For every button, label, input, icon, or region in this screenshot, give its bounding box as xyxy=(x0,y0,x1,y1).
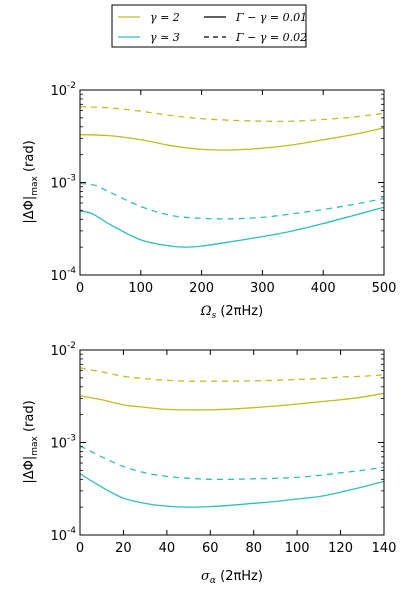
plot-sigma-ytick-label: 10-2 xyxy=(50,341,76,359)
legend-frame xyxy=(111,4,307,48)
plot-omega-ylabel: |ΔΦ|max (rad) xyxy=(22,140,40,223)
legend: γ = 2 γ ≃ 3 Γ − γ = 0.01 Γ − γ = 0.02 xyxy=(111,4,307,48)
plot-sigma-series-g2-s xyxy=(79,392,385,411)
plot-sigma-xtick-label: 140 xyxy=(372,541,397,556)
plot-sigma-ytick-label: 10-3 xyxy=(50,434,76,452)
plot-omega-xtick-label: 0 xyxy=(76,281,84,296)
plot-sigma: 0 20 40 60 80 100 120 140 10-4 10-3 10-2 σα (2πHz)… xyxy=(22,341,396,586)
plot-sigma-ylabel: |ΔΦ|max (rad) xyxy=(22,400,40,483)
plot-omega: 0 100 200 300 400 500 10-4 10-3 10-2 Ωs (2πHz) |… xyxy=(22,81,396,321)
legend-label-gamma2: γ = 2 xyxy=(150,11,180,24)
plot-omega-series-g2-s xyxy=(79,127,385,151)
plot-omega-ytick-label: 10-3 xyxy=(50,174,76,192)
plot-omega-series-g3-s xyxy=(79,206,385,248)
plot-omega-series-g2-d xyxy=(79,106,385,123)
plot-sigma-xtick-label: 100 xyxy=(285,541,310,556)
plot-sigma-xtick-label: 40 xyxy=(159,541,176,556)
plot-omega-ticks: 0 100 200 300 400 500 10-4 10-3 10-2 xyxy=(50,81,396,296)
plot-omega-xtick-label: 200 xyxy=(189,281,214,296)
legend-label-solid: Γ − γ = 0.01 xyxy=(235,11,307,24)
plot-omega-xtick-label: 100 xyxy=(128,281,153,296)
plot-sigma-series-g3-s xyxy=(79,473,385,508)
plot-omega-ytick-label: 10-2 xyxy=(50,81,76,99)
plot-sigma-ytick-label: 10-4 xyxy=(50,526,76,544)
plot-sigma-xtick-label: 20 xyxy=(115,541,132,556)
plot-omega-xtick-label: 300 xyxy=(250,281,275,296)
plot-sigma-xtick-label: 0 xyxy=(76,541,84,556)
plot-omega-series-g3-d xyxy=(79,182,385,220)
plot-sigma-series-g3-d xyxy=(79,445,385,481)
plot-omega-frame xyxy=(79,89,385,276)
plot-omega-lines xyxy=(79,106,385,248)
plot-sigma-xtick-label: 120 xyxy=(328,541,353,556)
plot-sigma-xtick-label: 80 xyxy=(245,541,262,556)
plot-sigma-frame xyxy=(79,349,385,536)
plot-omega-xtick-label: 500 xyxy=(372,281,397,296)
plot-sigma-series-g2-d xyxy=(79,367,385,382)
plot-sigma-xtick-label: 60 xyxy=(202,541,219,556)
plot-sigma-lines xyxy=(79,367,385,508)
legend-label-dashed: Γ − γ = 0.02 xyxy=(235,31,307,44)
plot-sigma-ticks: 0 20 40 60 80 100 120 140 10-4 10-3 10-2 xyxy=(50,341,396,556)
plot-omega-xlabel: Ωs (2πHz) xyxy=(200,304,263,321)
plot-omega-xtick-label: 400 xyxy=(311,281,336,296)
plot-omega-ytick-label: 10-4 xyxy=(50,266,76,284)
legend-label-gamma3: γ ≃ 3 xyxy=(150,31,180,44)
plot-sigma-xlabel: σα (2πHz) xyxy=(201,569,263,586)
